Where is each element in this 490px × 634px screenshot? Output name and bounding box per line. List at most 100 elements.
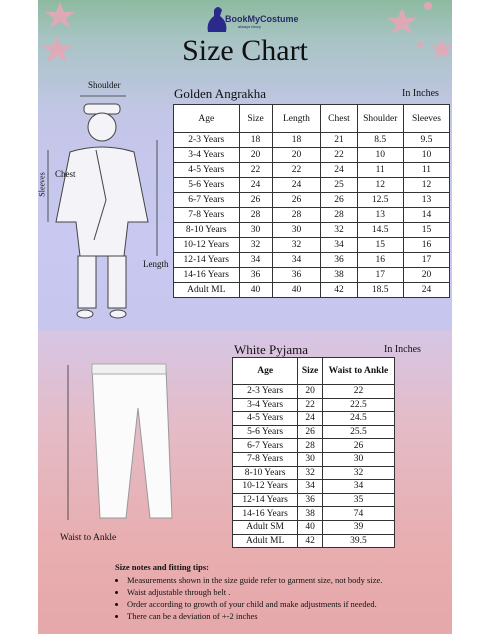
table-cell: 16	[402, 237, 451, 253]
table-cell: 4-5 Years	[231, 411, 299, 426]
table-cell: 25.5	[321, 424, 396, 440]
table-cell: 40	[297, 519, 323, 535]
table-cell: 36	[320, 252, 358, 268]
table-cell: 36	[297, 492, 323, 508]
table-cell: 22	[271, 162, 322, 178]
table-cell: 14.5	[356, 222, 404, 238]
table-cell: 24	[297, 411, 323, 426]
table-cell: 11	[356, 162, 404, 178]
table-cell: 14-16 Years	[173, 267, 240, 283]
table-row: Adult ML 42 39.5	[231, 533, 396, 549]
table-cell: 28	[271, 207, 322, 223]
table-cell: 24	[402, 282, 451, 298]
table-cell: 3-4 Years	[173, 147, 240, 163]
table-cell: 22	[297, 397, 323, 413]
table-cell: 34	[271, 252, 322, 268]
table-row: 7-8 Years 30 30	[231, 451, 396, 467]
table-cell: 15	[356, 237, 404, 253]
table-cell: 2-3 Years	[173, 132, 240, 148]
table-row: 8-10 Years 32 32	[231, 465, 396, 481]
table-cell: 40	[238, 282, 273, 298]
table-cell: 12-14 Years	[231, 492, 299, 508]
column-header: Sleeves	[402, 104, 451, 133]
table-cell: 14-16 Years	[231, 506, 299, 521]
note-item: Waist adjustable through belt .	[127, 587, 382, 597]
table-cell: 8.5	[356, 132, 404, 148]
table-row: 3-4 Years 20 20 22 10 10	[173, 147, 451, 163]
size-table: Age Size Waist to Ankle 2-3 Years 20 22 3-4 Ye…	[231, 357, 396, 549]
table-cell: 22.5	[321, 397, 396, 413]
table-row: 5-6 Years 24 24 25 12 12	[173, 177, 451, 193]
chest-label: Chest	[55, 169, 76, 179]
table-cell: 74	[321, 506, 396, 521]
table-row: Adult SM 40 39	[231, 519, 396, 535]
table-cell: 13	[356, 207, 404, 223]
table-row: 14-16 Years 36 36 38 17 20	[173, 267, 451, 283]
table-cell: 8-10 Years	[231, 465, 299, 481]
table-title: White Pyjama	[234, 342, 309, 357]
table-cell: 6-7 Years	[231, 438, 299, 453]
table-cell: 18	[238, 132, 273, 148]
table-cell: 21	[320, 132, 358, 148]
table-row: 14-16 Years 38 74	[231, 506, 396, 521]
notes-list: Measurements shown in the size guide ref…	[115, 575, 382, 621]
waist-to-ankle-label: Waist to Ankle	[60, 533, 117, 543]
table-cell: Adult ML	[173, 282, 240, 298]
table-cell: 6-7 Years	[173, 192, 240, 208]
table-cell: 26	[321, 438, 396, 453]
table-cell: 32	[297, 465, 323, 481]
table-cell: 34	[320, 237, 358, 253]
table-row: 3-4 Years 22 22.5	[231, 397, 396, 413]
table-cell: 26	[320, 192, 358, 208]
table-cell: 12	[402, 177, 451, 193]
table-cell: 36	[238, 267, 273, 283]
table-cell: 28	[238, 207, 273, 223]
table-title: Golden Angrakha	[174, 86, 267, 101]
table-cell: 32	[320, 222, 358, 238]
table-cell: 26	[238, 192, 273, 208]
table-row: 7-8 Years 28 28 28 13 14	[173, 207, 451, 223]
table-cell: 12.5	[356, 192, 404, 208]
table-cell: 17	[356, 267, 404, 283]
table-cell: 20	[271, 147, 322, 163]
table-cell: 14	[402, 207, 451, 223]
table-cell: 24	[271, 177, 322, 193]
tagline: always fancy	[238, 24, 261, 29]
note-item: Order according to growth of your child …	[127, 599, 382, 609]
table-cell: 24.5	[321, 411, 396, 426]
table-row: 12-14 Years 36 35	[231, 492, 396, 508]
table-cell: 24	[320, 162, 358, 178]
table-cell: 12	[356, 177, 404, 193]
table-cell: 22	[320, 147, 358, 163]
table-cell: 39.5	[321, 533, 396, 549]
table-cell: 17	[402, 252, 451, 268]
table-cell: 32	[321, 465, 396, 481]
brand: BookMyCostume	[225, 14, 299, 24]
column-header: Age	[231, 357, 299, 385]
column-header: Size	[238, 104, 273, 133]
table-cell: 40	[271, 282, 322, 298]
note-item: Measurements shown in the size guide ref…	[127, 575, 382, 585]
column-header: Chest	[320, 104, 358, 133]
table-cell: 42	[297, 533, 323, 549]
table-cell: 5-6 Years	[173, 177, 240, 193]
table-cell: 13	[402, 192, 451, 208]
size-table: Age Size Length Chest Shoulder Sleeves 2-3 Yea…	[173, 104, 451, 298]
table-cell: 28	[297, 438, 323, 453]
table-cell: 39	[321, 519, 396, 535]
table-cell: 16	[356, 252, 404, 268]
column-header: Size	[297, 357, 323, 385]
table-cell: 25	[320, 177, 358, 193]
table-row: 10-12 Years 32 32 34 15 16	[173, 237, 451, 253]
table-cell: 38	[320, 267, 358, 283]
table-cell: 5-6 Years	[231, 424, 299, 440]
table-cell: 4-5 Years	[173, 162, 240, 178]
table-cell: Adult ML	[231, 533, 299, 549]
table-cell: 15	[402, 222, 451, 238]
table-cell: 28	[320, 207, 358, 223]
sleeves-label: Sleeves	[37, 172, 47, 197]
table-cell: 9.5	[402, 132, 451, 148]
table-row: 5-6 Years 26 25.5	[231, 424, 396, 440]
table-cell: 32	[271, 237, 322, 253]
table-row: 6-7 Years 28 26	[231, 438, 396, 453]
